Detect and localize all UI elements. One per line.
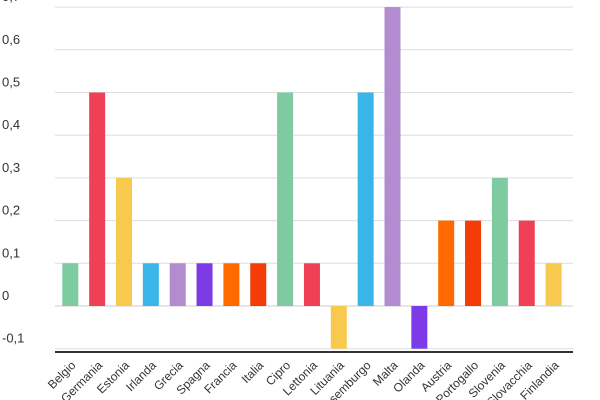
bar-lituania bbox=[330, 306, 347, 349]
bar-olanda bbox=[411, 306, 428, 349]
bar-grecia bbox=[169, 263, 186, 306]
bar-finlandia bbox=[545, 263, 562, 306]
bar-irlanda bbox=[142, 263, 159, 306]
bar-slovacchia bbox=[518, 220, 535, 306]
x-tick-label: Irlanda bbox=[123, 358, 159, 394]
y-axis-ticks: -0,1 0 0,1 0,2 0,3 0,4 0,5 0,6 0,7 bbox=[2, 0, 24, 346]
bar-estonia bbox=[116, 177, 132, 306]
bar-austria bbox=[438, 220, 455, 306]
y-tick-label: 0 bbox=[2, 288, 9, 303]
bar-lettonia bbox=[303, 263, 320, 306]
gridlines bbox=[55, 6, 573, 350]
bar-belgio bbox=[62, 263, 79, 306]
bar-lussemburgo bbox=[357, 92, 374, 306]
y-tick-label: 0,6 bbox=[2, 32, 20, 47]
x-tick-label: Italia bbox=[239, 358, 267, 386]
y-tick-label: 0,4 bbox=[2, 117, 20, 132]
y-tick-label: 0,1 bbox=[2, 245, 20, 260]
bar-malta bbox=[384, 7, 401, 306]
bar-spagna bbox=[196, 263, 213, 306]
bar-slovenia bbox=[491, 177, 508, 306]
y-tick-label: -0,1 bbox=[2, 331, 24, 346]
bar-portogallo bbox=[465, 220, 482, 306]
y-tick-label: 0,5 bbox=[2, 75, 20, 90]
bar-cipro bbox=[277, 92, 294, 306]
bar-francia bbox=[223, 263, 240, 306]
y-tick-label: 0,7 bbox=[2, 0, 20, 4]
x-axis-ticks: BelgioGermaniaEstoniaIrlandaGreciaSpagna… bbox=[45, 358, 562, 400]
bars bbox=[62, 7, 562, 349]
y-tick-label: 0,3 bbox=[2, 160, 20, 175]
bar-italia bbox=[250, 263, 267, 306]
y-tick-label: 0,2 bbox=[2, 203, 20, 218]
bar-germania bbox=[89, 92, 106, 306]
